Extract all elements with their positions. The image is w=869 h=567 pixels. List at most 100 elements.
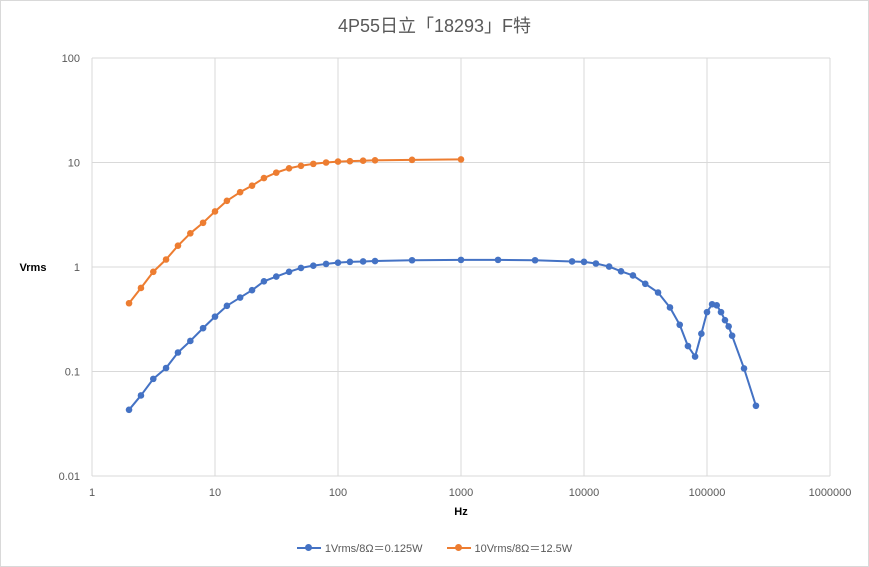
chart-title: 4P55日立「18293」F特 bbox=[337, 16, 532, 36]
x-tick-labels: 1 10 100 1000 10000 100000 1000000 bbox=[89, 487, 851, 499]
series-1-point bbox=[717, 308, 725, 316]
series-2-point bbox=[371, 156, 379, 164]
series-1-point bbox=[691, 353, 699, 360]
series-2-point bbox=[223, 197, 231, 205]
series-1-point bbox=[285, 268, 293, 276]
series-2-point bbox=[236, 188, 244, 196]
y-tick-label: 0.01 bbox=[59, 471, 80, 483]
y-tick-labels: 0.01 0.1 1 10 100 bbox=[59, 53, 80, 483]
series-1-point bbox=[629, 272, 637, 279]
series-1-point bbox=[592, 260, 600, 267]
series-1-point bbox=[457, 256, 465, 264]
x-tick-label: 1000 bbox=[449, 487, 473, 499]
series-1-point bbox=[568, 258, 576, 265]
series-1-point bbox=[494, 256, 502, 264]
series-1-point bbox=[728, 332, 736, 340]
series-1-point bbox=[408, 256, 416, 264]
series-2-point bbox=[322, 159, 330, 166]
series-2-point bbox=[149, 268, 157, 276]
x-tick-label: 10000 bbox=[569, 487, 600, 499]
series-group bbox=[125, 156, 760, 414]
series-1-point bbox=[297, 264, 305, 272]
series-2 bbox=[125, 156, 465, 307]
series-1-point bbox=[187, 337, 194, 345]
series-2-point bbox=[187, 230, 194, 237]
series-1-point bbox=[740, 365, 748, 372]
y-tick-label: 100 bbox=[62, 53, 80, 65]
series-2-point bbox=[408, 156, 416, 164]
x-tick-label: 100000 bbox=[689, 487, 726, 499]
series-1-point bbox=[236, 294, 244, 301]
y-axis-title: Vrms bbox=[20, 262, 47, 274]
series-1-line bbox=[128, 258, 757, 411]
legend-item-series-2[interactable]: 10Vrms/8Ω＝12.5W bbox=[446, 540, 573, 556]
series-2-point bbox=[310, 160, 317, 168]
series-2-point bbox=[260, 174, 268, 182]
series-1-point bbox=[334, 259, 342, 266]
x-tick-label: 1 bbox=[89, 487, 95, 499]
legend-label-series-1: 1Vrms/8Ω＝0.125W bbox=[324, 543, 423, 555]
series-1-point bbox=[371, 257, 379, 265]
series-1-point bbox=[310, 262, 317, 269]
series-1-point bbox=[605, 263, 613, 270]
legend-swatch-series-1 bbox=[296, 543, 321, 553]
series-1-point bbox=[260, 277, 268, 285]
series-1 bbox=[125, 256, 760, 414]
series-1-point bbox=[676, 321, 684, 329]
series-2-point bbox=[285, 165, 293, 172]
series-2-point bbox=[346, 157, 354, 165]
series-2-point bbox=[162, 256, 170, 263]
series-1-point bbox=[359, 258, 367, 265]
series-2-point bbox=[334, 158, 342, 165]
series-1-point bbox=[641, 280, 649, 288]
series-2-point bbox=[211, 208, 219, 215]
series-1-point bbox=[199, 324, 207, 332]
x-tick-label: 1000000 bbox=[809, 487, 852, 499]
series-1-point bbox=[174, 349, 182, 356]
legend-item-series-1[interactable]: 1Vrms/8Ω＝0.125W bbox=[296, 540, 423, 556]
series-1-point bbox=[149, 375, 157, 383]
series-1-point bbox=[137, 392, 145, 399]
gridlines bbox=[91, 57, 831, 477]
series-2-point bbox=[248, 182, 256, 189]
series-2-line bbox=[128, 158, 462, 304]
series-1-point bbox=[248, 286, 256, 294]
series-2-point bbox=[125, 299, 133, 307]
x-tick-label: 100 bbox=[329, 487, 347, 499]
series-2-point bbox=[174, 242, 182, 249]
series-1-point bbox=[703, 308, 711, 316]
x-axis-title: Hz bbox=[454, 506, 468, 518]
legend: 1Vrms/8Ω＝0.125W 10Vrms/8Ω＝12.5W bbox=[0, 540, 869, 556]
series-1-point bbox=[654, 289, 662, 296]
series-1-point bbox=[684, 342, 692, 350]
series-2-point bbox=[359, 157, 367, 165]
series-1-point bbox=[721, 316, 729, 324]
series-1-point bbox=[713, 302, 721, 309]
y-tick-label: 10 bbox=[68, 158, 80, 170]
series-2-point bbox=[137, 284, 145, 292]
series-1-point bbox=[125, 406, 133, 414]
series-1-point bbox=[698, 330, 705, 338]
series-1-point bbox=[162, 364, 170, 372]
series-1-point bbox=[211, 313, 219, 320]
series-2-point bbox=[199, 219, 207, 227]
series-1-point bbox=[322, 260, 330, 268]
series-1-point bbox=[223, 302, 231, 310]
series-1-point bbox=[272, 273, 280, 280]
series-1-point bbox=[752, 402, 760, 410]
series-1-point bbox=[666, 304, 674, 311]
series-2-point bbox=[272, 169, 280, 176]
series-1-point bbox=[617, 267, 625, 275]
series-1-point bbox=[531, 256, 539, 264]
series-1-point bbox=[580, 258, 588, 266]
series-2-point bbox=[457, 156, 465, 163]
y-tick-label: 0.1 bbox=[65, 367, 80, 379]
series-1-point bbox=[346, 258, 354, 266]
series-2-point bbox=[297, 162, 305, 170]
y-tick-label: 1 bbox=[74, 262, 80, 274]
series-1-point bbox=[725, 323, 732, 330]
legend-swatch-series-2 bbox=[446, 543, 471, 553]
legend-label-series-2: 10Vrms/8Ω＝12.5W bbox=[474, 543, 573, 555]
x-tick-label: 10 bbox=[209, 487, 221, 499]
